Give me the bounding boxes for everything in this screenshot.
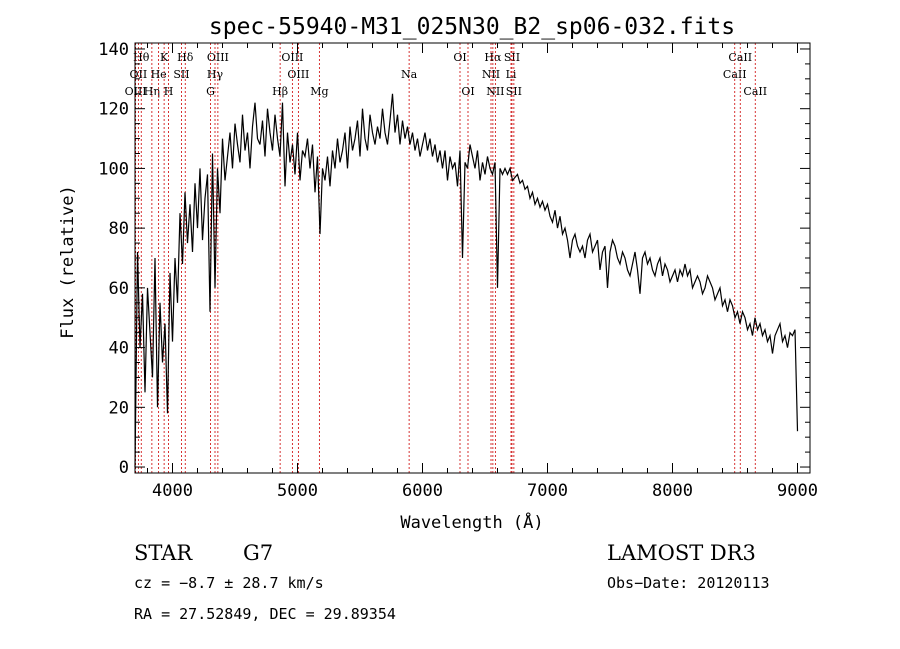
- marker-label-hα: Hα: [484, 51, 502, 64]
- marker-label-h: H: [164, 85, 174, 98]
- marker-label-hθ: Hθ: [133, 51, 150, 64]
- survey-name: LAMOST DR3: [607, 541, 756, 565]
- spectrum-series-line: [134, 93, 799, 468]
- marker-label-caii: CaII: [728, 51, 752, 64]
- marker-label-oi: OI: [461, 85, 474, 98]
- marker-label-k: K: [160, 51, 169, 64]
- axis-ticks: 4000 5000 6000 7000 8000 9000 0 20 40 60 80 100 120 1…: [98, 40, 818, 501]
- y-tick-label: 40: [109, 339, 129, 359]
- y-tick-label: 120: [98, 100, 129, 120]
- plot-frame: [134, 42, 811, 474]
- marker-label-hη: Hη: [144, 85, 160, 98]
- marker-label-mg: Mg: [310, 85, 328, 98]
- x-tick-label: 8000: [652, 481, 693, 501]
- marker-label-caii: CaII: [723, 68, 747, 81]
- object-class: STAR: [134, 541, 193, 565]
- marker-label-sii: SII: [173, 68, 189, 81]
- marker-label-sii: SII: [506, 85, 522, 98]
- y-tick-label: 60: [109, 279, 129, 299]
- y-axis-title: Flux (relative): [58, 185, 78, 339]
- marker-label-he: He: [151, 68, 167, 81]
- coordinates: RA = 27.52849, DEC = 29.89354: [134, 605, 396, 623]
- object-subclass: G7: [243, 541, 273, 565]
- chart-title: spec-55940-M31_025N30_B2_sp06-032.fits: [209, 14, 735, 40]
- x-tick-label: 5000: [277, 481, 318, 501]
- y-tick-label: 140: [98, 40, 129, 60]
- y-tick-label: 20: [109, 398, 129, 418]
- x-tick-label: 6000: [402, 481, 443, 501]
- marker-label-oiii: OIII: [281, 51, 303, 64]
- y-tick-label: 80: [109, 219, 129, 239]
- marker-label-g: G: [206, 85, 215, 98]
- marker-label-hδ: Hδ: [177, 51, 194, 64]
- marker-label-caii: CaII: [743, 85, 767, 98]
- x-tick-label: 4000: [152, 481, 193, 501]
- marker-label-hβ: Hβ: [272, 85, 288, 98]
- marker-label-oiii: OIII: [207, 51, 229, 64]
- y-tick-label: 100: [98, 159, 129, 179]
- x-axis-title: Wavelength (Å): [400, 511, 543, 533]
- x-tick-label: 7000: [527, 481, 568, 501]
- marker-label-oii: OII: [130, 68, 148, 81]
- redshift-cz: cz = −8.7 ± 28.7 km/s: [134, 574, 324, 592]
- marker-label-nii: NII: [482, 68, 500, 81]
- marker-label-na: Na: [401, 68, 418, 81]
- marker-label-oiii: OIII: [287, 68, 309, 81]
- marker-label-li: Li: [506, 68, 517, 81]
- marker-label-oi: OI: [453, 51, 466, 64]
- y-tick-label: 0: [119, 458, 129, 478]
- marker-label-oiii: OIII: [125, 85, 147, 98]
- x-tick-label: 9000: [777, 481, 818, 501]
- obs-date: Obs−Date: 20120113: [607, 574, 770, 592]
- marker-label-nii: NII: [486, 85, 504, 98]
- marker-label-hγ: Hγ: [207, 68, 224, 81]
- marker-label-sii: SII: [504, 51, 520, 64]
